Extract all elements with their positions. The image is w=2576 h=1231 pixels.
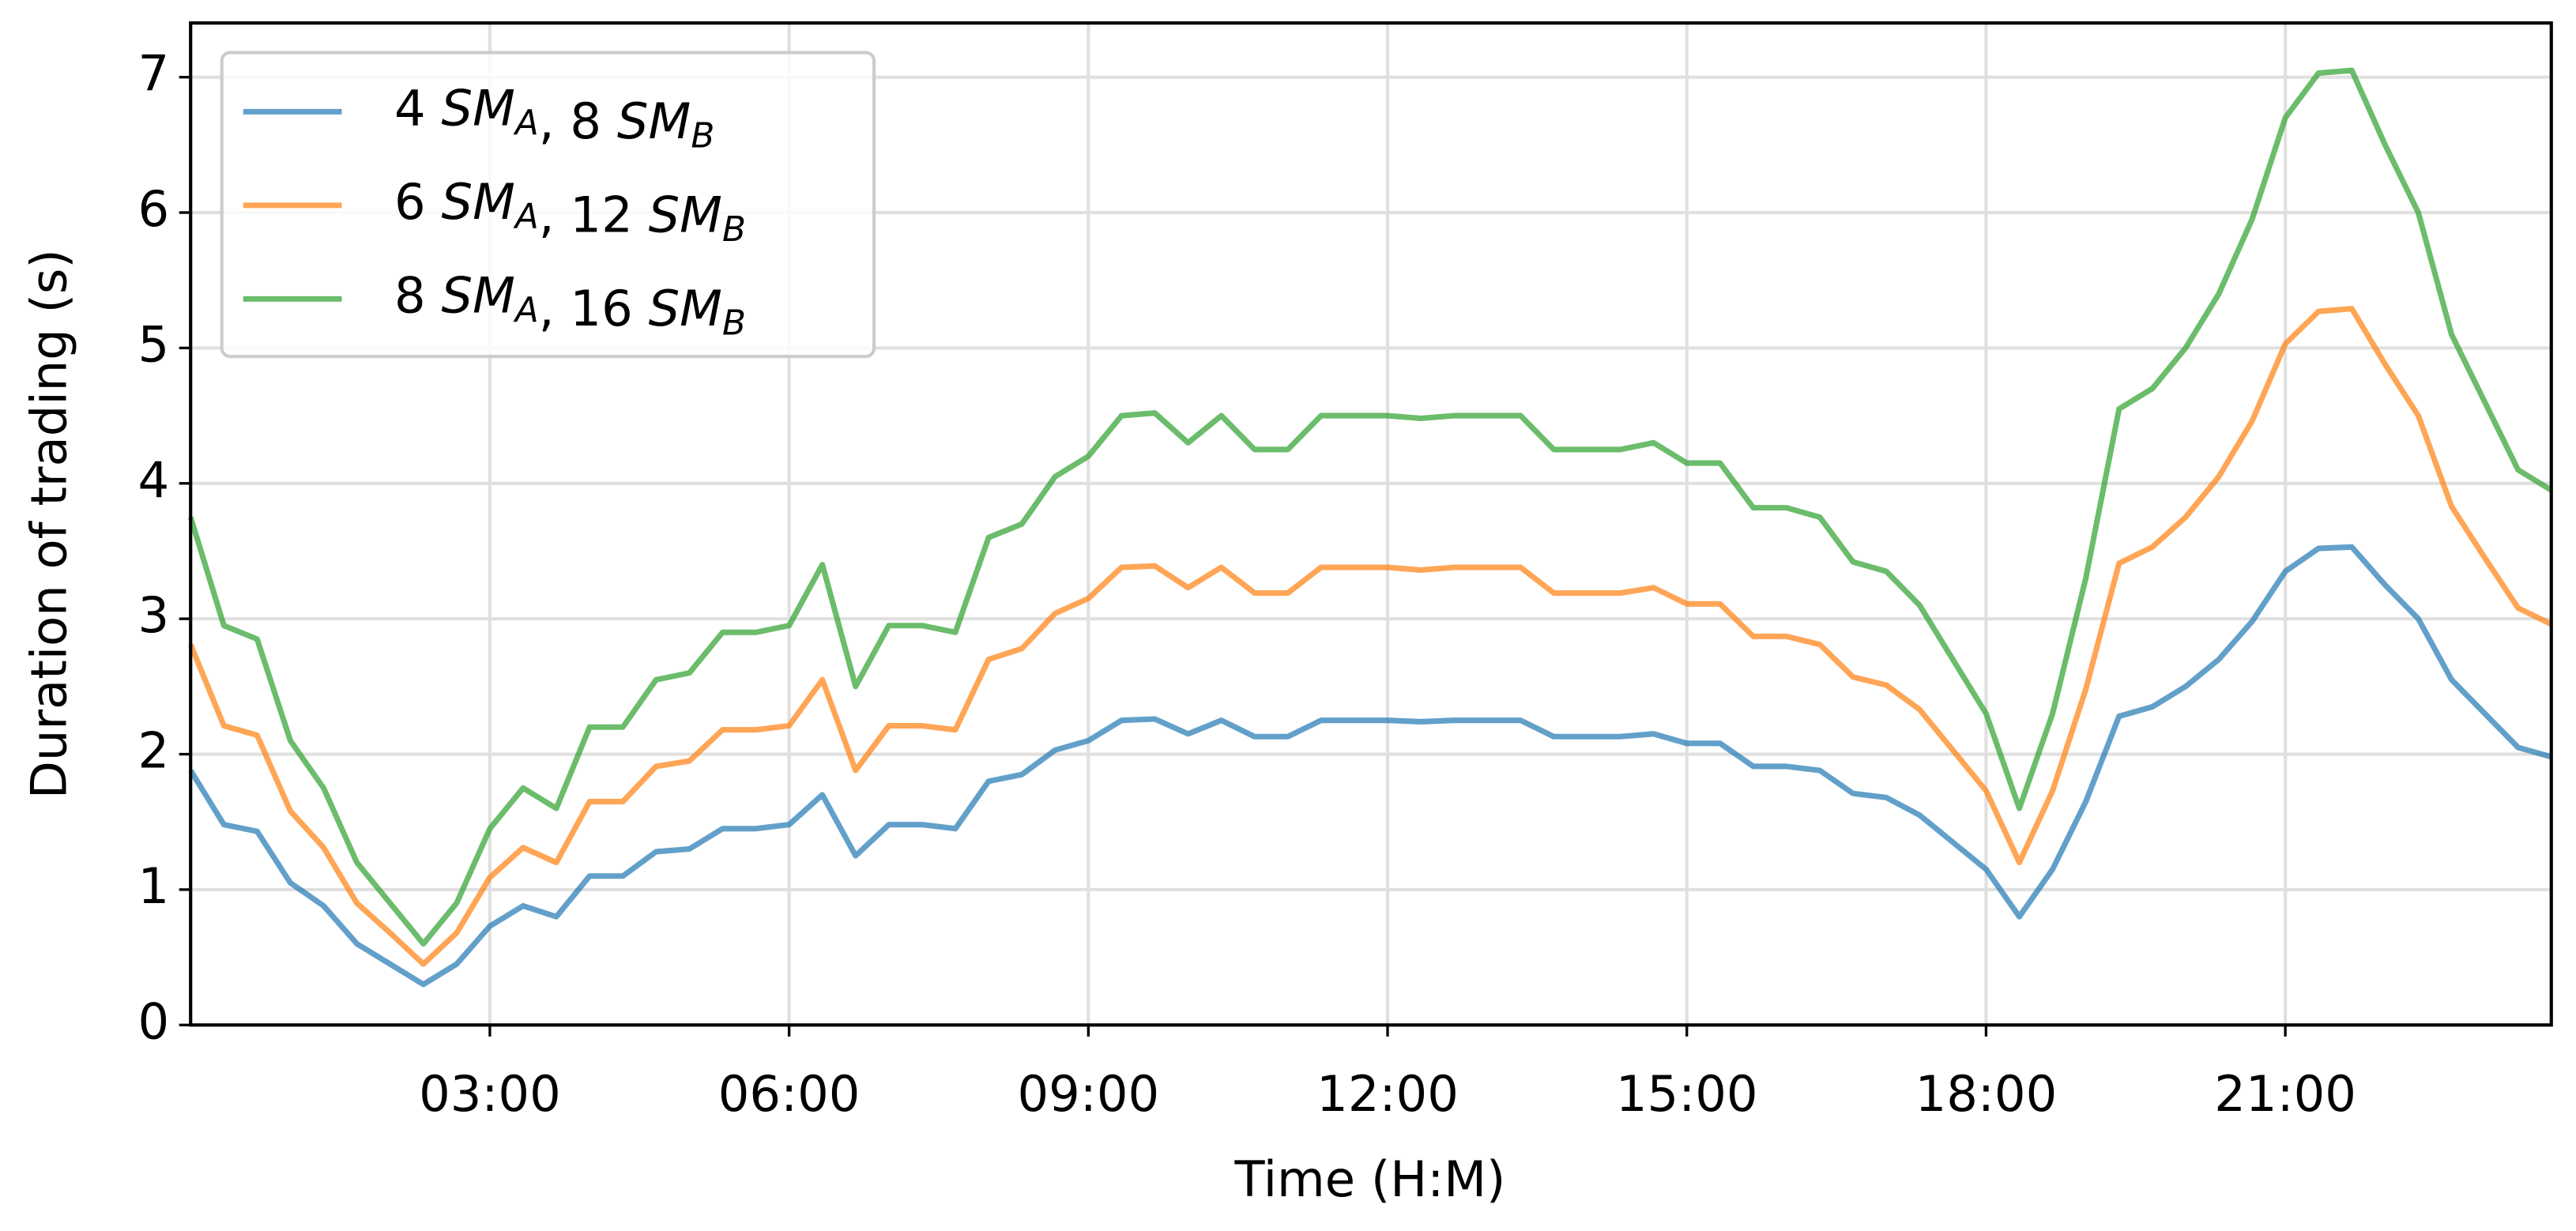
legend-label: 8 SMA, 16 SMB [394, 266, 746, 343]
ticks: 0 1 2 3 4 5 6 7 03:00 06:00 09:00 12:00 15:00 18:00 21… [138, 45, 2356, 1123]
y-tick-label: 1 [138, 857, 170, 915]
legend-label: 4 SMA, 8 SMB [394, 79, 714, 156]
legend-label: 6 SMA, 12 SMB [394, 173, 746, 250]
x-tick-label: 06:00 [718, 1065, 861, 1123]
y-axis-label: Duration of trading (s) [21, 249, 78, 799]
x-tick-label: 09:00 [1017, 1065, 1159, 1123]
x-axis-label: Time (H:M) [1234, 1150, 1506, 1208]
y-tick-label: 5 [138, 315, 170, 373]
series-line [188, 544, 2552, 988]
legend: 4 SMA, 8 SMB 6 SMA, 12 SMB 8 SMA, 16 SMB [220, 51, 876, 359]
y-tick-label: 7 [138, 45, 170, 103]
series-line [187, 306, 2553, 967]
y-tick-label: 0 [138, 992, 170, 1050]
y-tick-label: 2 [138, 722, 170, 780]
x-tick-label: 12:00 [1316, 1065, 1459, 1123]
y-tick-label: 3 [138, 586, 170, 644]
x-tick-label: 15:00 [1616, 1065, 1758, 1123]
x-tick-label: 03:00 [419, 1065, 561, 1123]
y-tick-label: 6 [138, 180, 170, 238]
series-line [187, 67, 2553, 947]
lines [187, 67, 2553, 988]
legend-box [220, 51, 876, 359]
x-tick-label: 18:00 [1915, 1065, 2058, 1123]
plot-frame [189, 21, 2553, 1027]
x-tick-label: 21:00 [2214, 1065, 2356, 1123]
y-tick-label: 4 [138, 451, 170, 509]
